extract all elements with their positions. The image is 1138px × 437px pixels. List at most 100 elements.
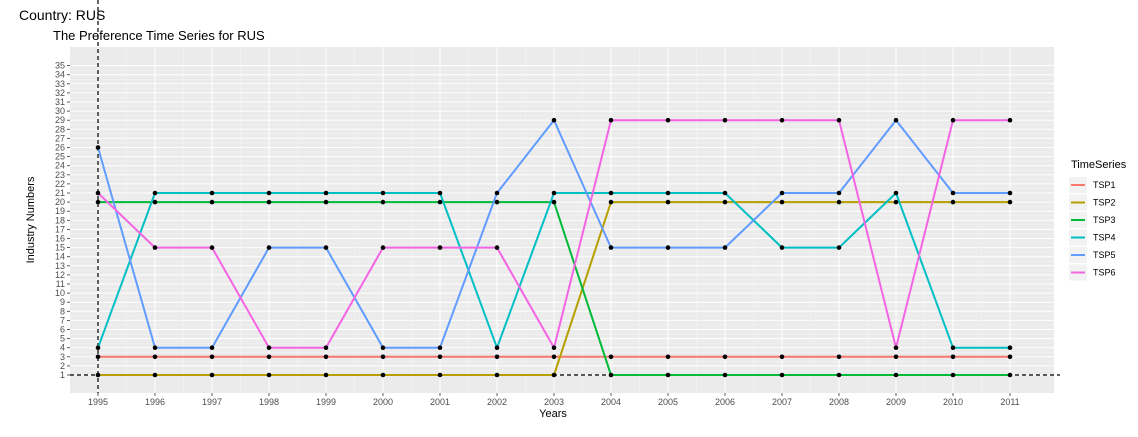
data-point-tsp6 [323, 345, 329, 351]
legend: TimeSeries TSP1 TSP2 TSP3 TSP4 TSP5 TSP6 [1069, 159, 1127, 281]
y-tick-label: 26 [55, 143, 65, 153]
data-point-tsp5 [665, 245, 671, 250]
data-point-tsp2 [608, 199, 614, 205]
data-point-tsp5 [893, 117, 899, 123]
x-tick-label: 2009 [886, 397, 906, 407]
y-tick-label: 7 [60, 315, 65, 325]
data-point-tsp5 [266, 245, 272, 250]
y-tick-label: 34 [55, 70, 65, 80]
x-tick-label: 2004 [601, 397, 621, 407]
data-point-tsp1 [779, 354, 785, 360]
data-point-tsp4 [494, 345, 500, 351]
y-tick-label: 32 [55, 88, 65, 98]
x-axis-title: Years [539, 408, 567, 420]
y-tick-label: 3 [60, 352, 65, 362]
grid-layer [70, 47, 1054, 393]
data-point-tsp4 [95, 345, 101, 351]
data-point-tsp6 [266, 345, 272, 351]
y-tick-label: 10 [55, 288, 65, 298]
legend-label-tsp1: TSP1 [1093, 180, 1116, 190]
data-point-tsp5 [494, 190, 500, 196]
data-point-tsp4 [1007, 345, 1013, 351]
x-tick-label: 1998 [259, 397, 279, 407]
axis-layer: 1234567891011121314151617181920212223242… [55, 61, 1020, 407]
data-point-tsp1 [551, 354, 557, 360]
data-point-tsp4 [551, 190, 557, 196]
data-point-tsp1 [950, 354, 956, 360]
y-tick-label: 15 [55, 243, 65, 253]
data-point-tsp2 [323, 372, 329, 378]
data-point-tsp6 [608, 117, 614, 123]
data-point-tsp4 [323, 190, 329, 196]
x-tick-label: 2001 [430, 397, 450, 407]
data-point-tsp1 [893, 354, 899, 360]
y-tick-label: 29 [55, 115, 65, 125]
data-point-tsp2 [779, 199, 785, 205]
x-tick-label: 1995 [88, 397, 108, 407]
y-tick-label: 5 [60, 334, 65, 344]
data-point-tsp3 [722, 372, 728, 378]
chart-title: The Preference Time Series for RUS [53, 28, 265, 43]
data-point-tsp4 [836, 245, 842, 250]
y-tick-label: 25 [55, 152, 65, 162]
data-point-tsp1 [95, 354, 101, 360]
data-point-tsp2 [551, 372, 557, 378]
data-point-tsp4 [665, 190, 671, 196]
data-point-tsp5 [1007, 190, 1013, 196]
data-point-tsp5 [608, 245, 614, 250]
data-point-tsp5 [437, 345, 443, 351]
data-point-tsp1 [722, 354, 728, 360]
data-point-tsp3 [323, 199, 329, 205]
data-point-tsp5 [950, 190, 956, 196]
data-point-tsp1 [665, 354, 671, 360]
y-tick-label: 4 [60, 343, 65, 353]
data-point-tsp2 [437, 372, 443, 378]
data-point-tsp5 [95, 145, 101, 150]
y-tick-label: 31 [55, 97, 65, 107]
data-point-tsp5 [152, 345, 158, 351]
y-tick-label: 12 [55, 270, 65, 280]
legend-label-tsp6: TSP6 [1093, 268, 1116, 278]
y-tick-label: 11 [56, 279, 65, 289]
x-tick-label: 1999 [316, 397, 336, 407]
data-point-tsp4 [152, 190, 158, 196]
data-point-tsp2 [380, 372, 386, 378]
y-tick-label: 6 [60, 325, 65, 335]
y-tick-label: 13 [55, 261, 65, 271]
data-point-tsp3 [95, 199, 101, 205]
data-point-tsp3 [209, 199, 215, 205]
data-point-tsp4 [437, 190, 443, 196]
data-point-tsp6 [1007, 117, 1013, 123]
data-point-tsp1 [494, 354, 500, 360]
x-tick-label: 1997 [202, 397, 222, 407]
y-axis-title: Industry Numbers [25, 176, 37, 263]
data-point-tsp4 [950, 345, 956, 351]
data-point-tsp6 [209, 245, 215, 250]
data-point-tsp5 [836, 190, 842, 196]
data-point-tsp2 [1007, 199, 1013, 205]
data-point-tsp4 [380, 190, 386, 196]
data-point-tsp6 [380, 245, 386, 250]
legend-label-tsp4: TSP4 [1093, 233, 1116, 243]
data-point-tsp3 [494, 199, 500, 205]
data-point-tsp3 [665, 372, 671, 378]
y-tick-label: 17 [55, 224, 65, 234]
data-point-tsp3 [380, 199, 386, 205]
y-tick-label: 24 [55, 161, 65, 171]
data-point-tsp2 [494, 372, 500, 378]
data-point-tsp2 [209, 372, 215, 378]
data-point-tsp6 [665, 117, 671, 123]
data-point-tsp5 [779, 190, 785, 196]
data-point-tsp1 [380, 354, 386, 360]
y-tick-label: 35 [55, 61, 65, 71]
y-tick-label: 20 [55, 197, 65, 207]
data-point-tsp3 [893, 372, 899, 378]
data-point-tsp6 [494, 245, 500, 250]
data-point-tsp4 [608, 190, 614, 196]
y-tick-label: 27 [55, 133, 65, 143]
data-point-tsp6 [893, 345, 899, 351]
data-point-tsp3 [779, 372, 785, 378]
data-point-tsp2 [152, 372, 158, 378]
data-point-tsp6 [950, 117, 956, 123]
